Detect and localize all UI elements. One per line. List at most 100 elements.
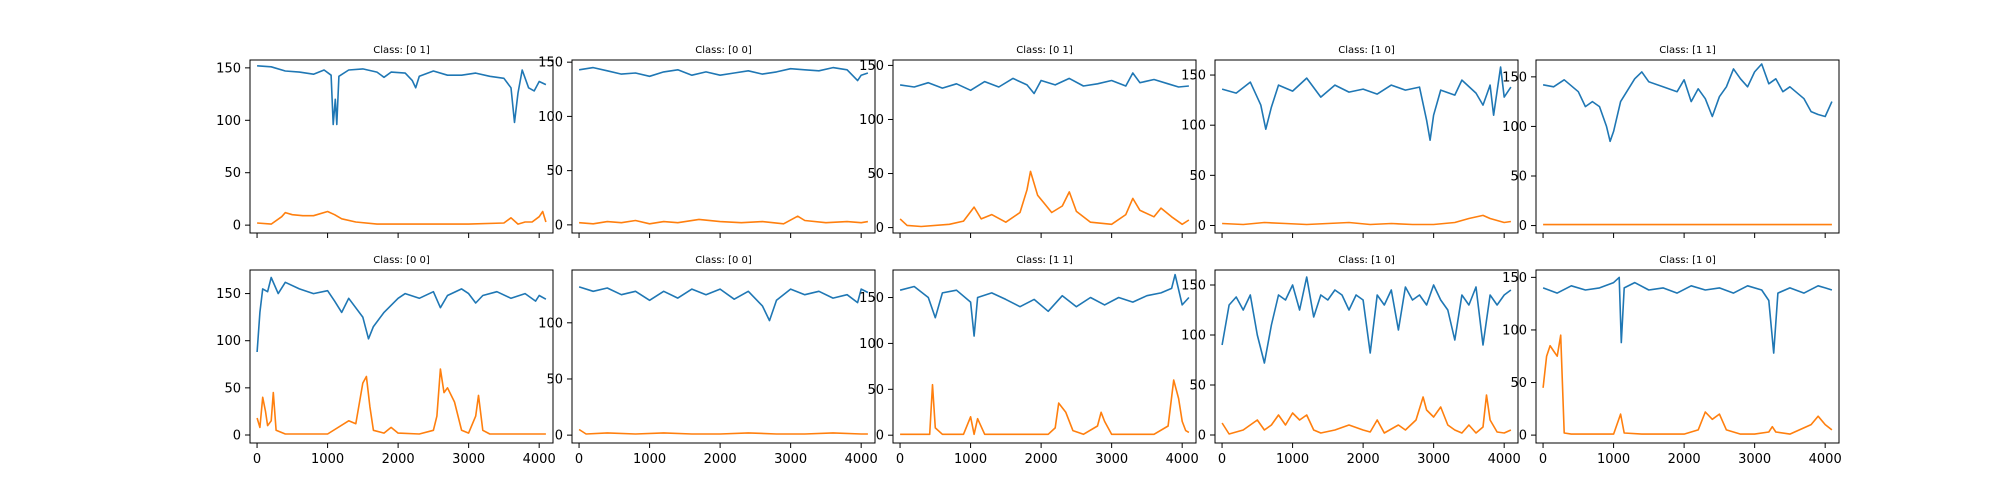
- y-tick-label: 150: [1181, 69, 1206, 84]
- x-tick-label: 2000: [1347, 452, 1380, 467]
- y-tick-label: 50: [1189, 169, 1206, 184]
- y-tick-label: 100: [216, 114, 241, 129]
- y-tick-label: 50: [1189, 379, 1206, 394]
- subplot-title: Class: [0 0]: [695, 255, 752, 266]
- x-tick-label: 1000: [311, 452, 344, 467]
- series-group: [256, 276, 547, 435]
- y-tick-label: 100: [859, 113, 884, 128]
- series-group: [1542, 63, 1833, 226]
- y-tick-label: 50: [224, 381, 241, 396]
- x-tick-label: 0: [896, 452, 904, 467]
- y-tick-label: 50: [867, 383, 884, 398]
- axes-frame: [1214, 59, 1519, 234]
- series-line-orange: [579, 215, 869, 225]
- y-tick-label: 50: [546, 372, 563, 387]
- series-group: [578, 66, 869, 225]
- y-tick-label: 150: [859, 291, 884, 306]
- axes-frame: [571, 269, 876, 444]
- y-tick-label: 150: [859, 59, 884, 74]
- axes-frame: [892, 269, 1197, 444]
- series-line-blue: [1542, 63, 1833, 143]
- subplot-3: Class: [0 1] 0 50 100 150: [859, 45, 1197, 238]
- x-tick-label: 4000: [1488, 452, 1521, 467]
- x-tick-label: 1000: [954, 452, 987, 467]
- subplot-title: Class: [0 1]: [1016, 45, 1073, 56]
- series-group: [899, 72, 1190, 228]
- subplot-title: Class: [1 1]: [1016, 255, 1073, 266]
- subplot-title: Class: [1 0]: [1659, 255, 1716, 266]
- y-tick-label: 100: [859, 337, 884, 352]
- subplot-title: Class: [0 1]: [373, 45, 430, 56]
- series-group: [1221, 276, 1512, 435]
- subplot-title: Class: [1 0]: [1338, 255, 1395, 266]
- axes-frame: [1214, 269, 1519, 444]
- x-tick-label: 0: [575, 452, 583, 467]
- x-tick-label: 2000: [704, 452, 737, 467]
- series-group: [257, 65, 547, 225]
- subplot-title: Class: [1 1]: [1659, 45, 1716, 56]
- axes-frame: [571, 59, 876, 234]
- series-group: [1542, 276, 1833, 435]
- x-tick-label: 0: [253, 452, 261, 467]
- series-line-blue: [256, 276, 547, 353]
- y-tick-label: 0: [555, 218, 563, 233]
- subplot-10: Class: [1 0] 0 50 100 150 0 1000 2000 3000 4000: [1502, 255, 1842, 467]
- x-tick-label: 3000: [452, 452, 485, 467]
- y-tick-label: 100: [538, 110, 563, 125]
- x-tick-label: 4000: [1809, 452, 1842, 467]
- y-tick-label: 100: [538, 316, 563, 331]
- y-tick-label: 0: [876, 429, 884, 444]
- y-tick-label: 50: [224, 166, 241, 181]
- series-group: [578, 286, 869, 435]
- y-tick-label: 150: [216, 61, 241, 76]
- series-line-orange: [1542, 334, 1833, 435]
- series-line-orange: [899, 170, 1190, 228]
- x-tick-label: 0: [1218, 452, 1226, 467]
- y-tick-label: 50: [867, 167, 884, 182]
- y-tick-label: 0: [233, 428, 241, 443]
- axes-frame: [249, 269, 554, 444]
- y-tick-label: 100: [1181, 329, 1206, 344]
- series-group: [1221, 66, 1512, 226]
- x-tick-label: 4000: [1166, 452, 1199, 467]
- x-tick-label: 3000: [1738, 452, 1771, 467]
- y-tick-label: 100: [1502, 323, 1527, 338]
- x-tick-label: 1000: [1597, 452, 1630, 467]
- subplot-title: Class: [0 0]: [695, 45, 752, 56]
- y-tick-label: 0: [233, 219, 241, 234]
- x-tick-label: 3000: [1417, 452, 1450, 467]
- x-tick-label: 1000: [1276, 452, 1309, 467]
- series-line-blue: [899, 72, 1189, 95]
- subplot-1: Class: [0 1] 0 50 100 150: [216, 45, 554, 238]
- y-tick-label: 0: [1198, 429, 1206, 444]
- series-line-blue: [1221, 276, 1512, 364]
- axes-frame: [1535, 59, 1840, 234]
- x-tick-label: 2000: [382, 452, 415, 467]
- x-tick-label: 4000: [845, 452, 878, 467]
- subplot-title: Class: [0 0]: [373, 255, 430, 266]
- x-tick-label: 3000: [1095, 452, 1128, 467]
- y-tick-label: 150: [538, 56, 563, 71]
- series-line-orange: [1221, 394, 1512, 435]
- y-tick-label: 0: [555, 429, 563, 444]
- y-tick-label: 50: [1510, 169, 1527, 184]
- series-line-blue: [257, 65, 547, 126]
- axes-frame: [1535, 269, 1840, 444]
- subplot-9: Class: [1 0] 0 50 100 150 0 1000 2000 3000 4000: [1181, 255, 1521, 467]
- subplot-2: Class: [0 0] 0 50 100 150: [538, 45, 876, 238]
- y-tick-label: 0: [1519, 429, 1527, 444]
- series-line-blue: [1221, 66, 1512, 141]
- series-line-orange: [900, 379, 1190, 436]
- x-tick-label: 2000: [1025, 452, 1058, 467]
- x-tick-label: 1000: [633, 452, 666, 467]
- series-line-blue: [578, 66, 869, 82]
- y-tick-label: 0: [876, 221, 884, 236]
- axes-frame: [249, 59, 554, 234]
- y-tick-label: 150: [1502, 271, 1527, 286]
- series-line-blue: [578, 286, 869, 322]
- axes-frame: [892, 59, 1197, 234]
- y-tick-label: 100: [1181, 119, 1206, 134]
- y-tick-label: 100: [216, 334, 241, 349]
- y-tick-label: 50: [1510, 376, 1527, 391]
